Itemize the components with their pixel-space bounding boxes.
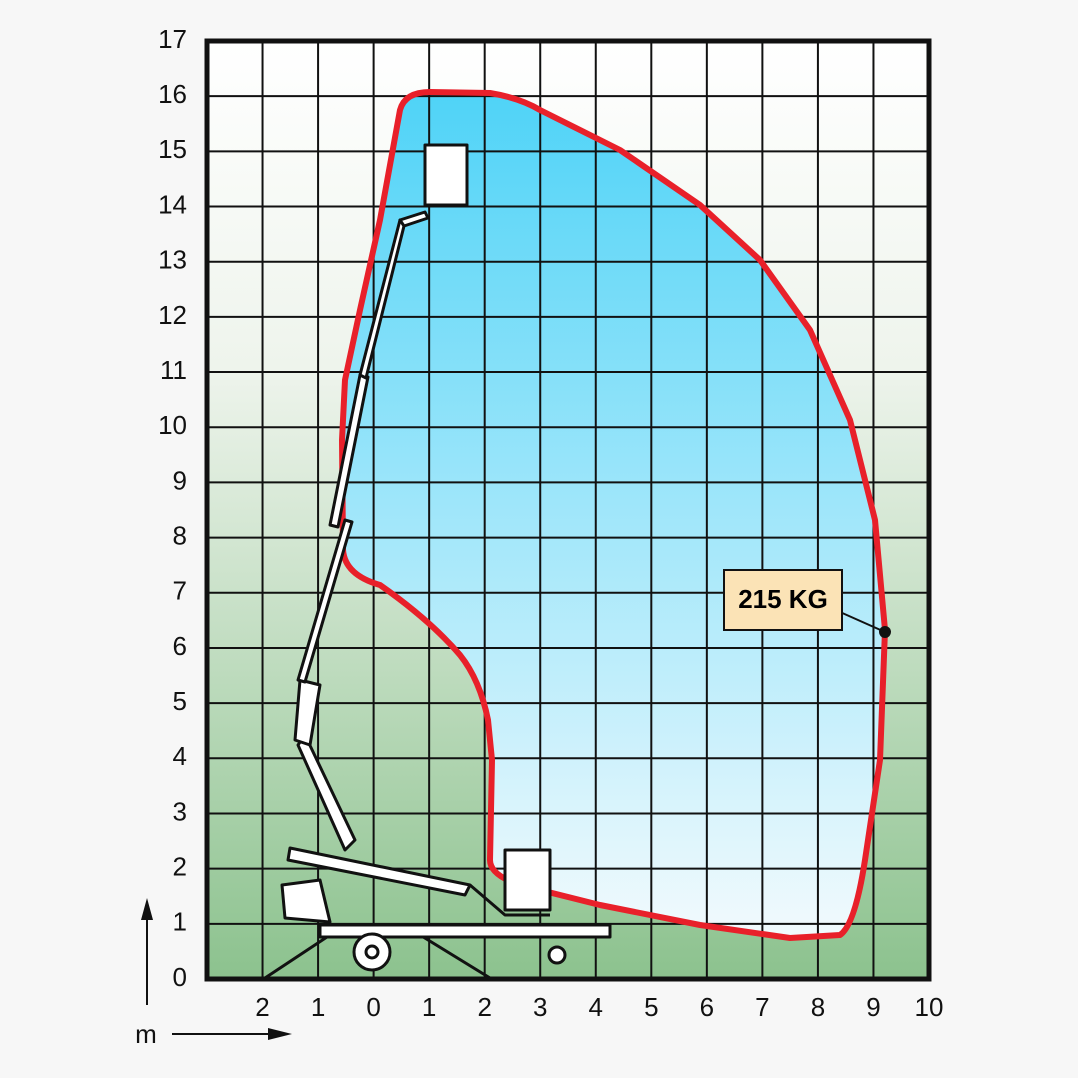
y-label: 10 [158,410,187,440]
y-label: 1 [173,907,187,937]
y-label: 6 [173,631,187,661]
y-label: 2 [173,852,187,882]
y-label: 11 [160,355,187,385]
unit-label: m [135,1019,157,1049]
y-label: 8 [173,520,187,550]
x-label: 6 [700,992,714,1022]
x-label: 3 [533,992,547,1022]
x-arrowhead [268,1028,292,1040]
x-label: 1 [311,992,325,1022]
x-label: 2 [477,992,491,1022]
y-label: 7 [173,576,187,606]
y-label: 3 [173,796,187,826]
y-label: 14 [158,189,187,219]
x-label: 1 [422,992,436,1022]
y-label: 4 [173,741,187,771]
y-label: 9 [173,465,187,495]
y-label: 5 [173,686,187,716]
callout-leader [839,611,886,633]
grid [207,41,929,979]
x-label: 4 [589,992,603,1022]
x-label: 10 [915,992,944,1022]
callout-box [723,569,843,631]
callout-text: 215 KG [738,584,828,614]
machine [264,143,612,980]
x-label: 5 [644,992,658,1022]
x-label: 0 [366,992,380,1022]
x-label: 9 [866,992,880,1022]
callout-dot [879,626,891,638]
y-label: 0 [173,962,187,992]
y-label: 16 [158,79,187,109]
x-label: 8 [811,992,825,1022]
plot-frame [204,38,932,982]
reach-envelope [342,92,885,938]
y-arrowhead [141,898,153,920]
x-label: 7 [755,992,769,1022]
x-label: 2 [255,992,269,1022]
y-label: 17 [158,24,187,54]
y-label: 13 [158,245,187,275]
y-label: 15 [158,134,187,164]
y-label: 12 [158,300,187,330]
